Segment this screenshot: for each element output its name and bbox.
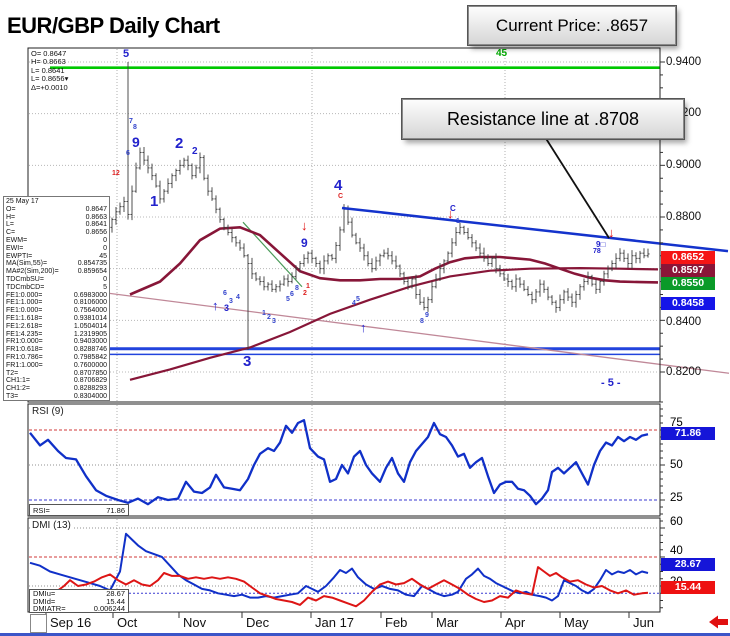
rsi-readout-value: 71.86 — [106, 506, 125, 515]
data-panel-row: FE1:4.235= 1.2319905 — [6, 330, 107, 338]
resistance-callout: Resistance line at .8708 — [401, 98, 685, 140]
green-level-label: 45 — [496, 48, 508, 59]
data-panel-rows: O= 0.8647 H= 0.8663 L= 0.8641 C= 0.8656 EWM= 0 EWI… — [6, 206, 107, 401]
ohlc-readout-line: Δ=+0.0010 — [31, 82, 68, 92]
data-panel-row: C= 0.8656 — [6, 229, 107, 237]
dmi-readout-row: DMId= 15.44 — [33, 596, 125, 606]
data-panel-row: O= 0.8647 — [6, 205, 107, 213]
rsi-readout-label: RSI= — [33, 506, 50, 515]
data-panel-row: TDCmbSU= 0 — [6, 275, 107, 283]
data-panel-row: FR1:0.786= 0.7985842 — [6, 353, 107, 361]
dmi-readout-row: DMIu= 28.67 — [33, 589, 125, 598]
data-panel-row: EWI= 0 — [6, 244, 107, 252]
data-panel-row: EWM= 0 — [6, 236, 107, 244]
data-panel-row: FE1:1.000= 0.8106000 — [6, 299, 107, 307]
dmi-panel-title: DMI (13) — [30, 520, 73, 531]
indicator-data-panel: 25 May 17 O= 0.8647 H= 0.8663 L= 0.8641 C= 0.86… — [3, 196, 110, 401]
data-panel-row: CH1:2= 0.8288293 — [6, 385, 107, 393]
page-title: EUR/GBP Daily Chart — [7, 13, 220, 38]
data-panel-row: L= 0.8641 — [6, 221, 107, 229]
dmi-readout-row: DMIATR= 0.006244 — [33, 604, 125, 614]
data-panel-date: 25 May 17 — [6, 198, 39, 205]
ohlc-readout-line: O= 0.8647 — [31, 49, 67, 58]
data-panel-row: MA(Sim,55)= 0.854735 — [6, 260, 107, 268]
data-panel-row: CH1:1= 0.8706829 — [6, 377, 107, 385]
data-panel-row: T3= 0.8304000 — [6, 392, 107, 400]
data-panel-row: FE1:2.618= 1.0504014 — [6, 322, 107, 330]
data-panel-row: MA#2(Sim,200)= 0.859654 — [6, 268, 107, 276]
data-panel-row: FE1:1.618= 0.9381014 — [6, 314, 107, 322]
data-panel-row: FR1:0.000= 0.9403000 — [6, 338, 107, 346]
data-panel-row: TDCmbCD= 5 — [6, 283, 107, 291]
rsi-panel-title: RSI (9) — [30, 406, 66, 417]
data-panel-row: FR1:0.618= 0.8288746 — [6, 346, 107, 354]
ohlc-readout: O= 0.8647 H= 0.8663 L= 0.8641 L= 0.8656▾ Δ=+… — [31, 49, 69, 92]
data-panel-row: T2= 0.8707850 — [6, 369, 107, 377]
data-panel-row: H= 0.8663 — [6, 213, 107, 221]
data-panel-row: FR1:1.000= 0.7600000 — [6, 361, 107, 369]
scroll-corner-box[interactable] — [30, 614, 47, 633]
ohlc-readout-line: L= 0.8641 — [31, 65, 65, 75]
data-panel-row: FE1:0.000= 0.7564000 — [6, 307, 107, 315]
scroll-left-arrow-icon[interactable] — [708, 615, 730, 629]
data-panel-row: EWPTI= 45 — [6, 252, 107, 260]
window-bottom-edge — [0, 633, 730, 636]
dmi-readout: DMIu= 28.67 DMId= 15.44 DMIATR= 0.006244 — [29, 589, 129, 613]
ohlc-readout-line: L= 0.8656▾ — [31, 74, 69, 84]
current-price-callout: Current Price: .8657 — [467, 5, 677, 46]
ohlc-readout-line: H= 0.8663 — [31, 57, 66, 67]
data-panel-row: FE1:0.000= 0.6983000 — [6, 291, 107, 299]
rsi-readout: RSI= 71.86 — [29, 504, 129, 516]
